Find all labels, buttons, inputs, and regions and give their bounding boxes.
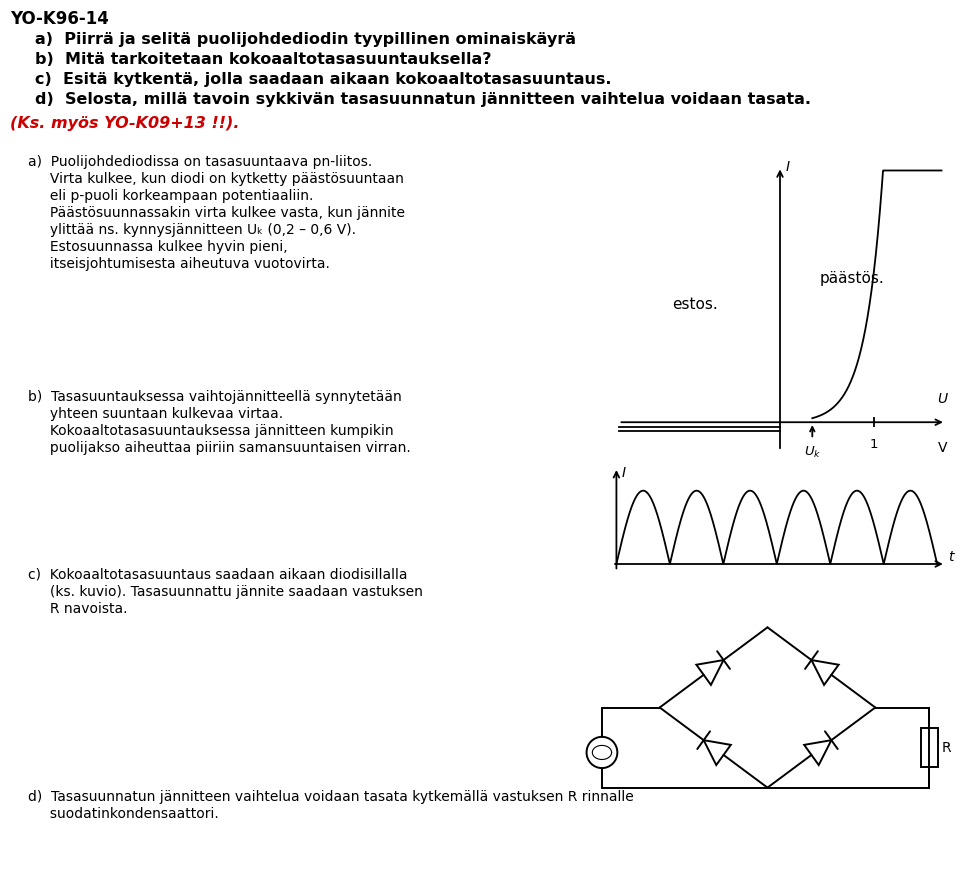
Text: R navoista.: R navoista. xyxy=(28,602,128,616)
Text: eli p-puoli korkeampaan potentiaaliin.: eli p-puoli korkeampaan potentiaaliin. xyxy=(28,189,313,203)
Text: (ks. kuvio). Tasasuunnattu jännite saadaan vastuksen: (ks. kuvio). Tasasuunnattu jännite saada… xyxy=(28,585,422,599)
Text: a)  Piirrä ja selitä puolijohdediodin tyypillinen ominaiskäyrä: a) Piirrä ja selitä puolijohdediodin tyy… xyxy=(35,32,576,47)
Text: b)  Mitä tarkoitetaan kokoaaltotasasuuntauksella?: b) Mitä tarkoitetaan kokoaaltotasasuunta… xyxy=(35,52,492,67)
Text: Virta kulkee, kun diodi on kytketty päästösuuntaan: Virta kulkee, kun diodi on kytketty pääs… xyxy=(28,172,404,186)
Text: V: V xyxy=(938,441,948,455)
Text: t: t xyxy=(948,550,953,564)
Text: YO-K96-14: YO-K96-14 xyxy=(10,10,108,28)
Text: R: R xyxy=(942,740,951,754)
Text: päästös.: päästös. xyxy=(820,271,884,285)
Text: I: I xyxy=(621,465,626,480)
Text: d)  Selosta, millä tavoin sykkivän tasasuunnatun jännitteen vaihtelua voidaan ta: d) Selosta, millä tavoin sykkivän tasasu… xyxy=(35,92,811,107)
Text: U: U xyxy=(937,393,948,407)
Text: Päästösuunnassakin virta kulkee vasta, kun jännite: Päästösuunnassakin virta kulkee vasta, k… xyxy=(28,206,405,220)
Bar xyxy=(921,728,938,767)
Text: puolijakso aiheuttaa piiriin samansuuntaisen virran.: puolijakso aiheuttaa piiriin samansuunta… xyxy=(28,441,411,455)
Text: a)  Puolijohdediodissa on tasasuuntaava pn-liitos.: a) Puolijohdediodissa on tasasuuntaava p… xyxy=(28,155,372,169)
Text: d)  Tasasuunnatun jännitteen vaihtelua voidaan tasata kytkemällä vastuksen R rin: d) Tasasuunnatun jännitteen vaihtelua vo… xyxy=(28,790,634,804)
Text: itseisjohtumisesta aiheutuva vuotovirta.: itseisjohtumisesta aiheutuva vuotovirta. xyxy=(28,257,330,271)
Text: Kokoaaltotasasuuntauksessa jännitteen kumpikin: Kokoaaltotasasuuntauksessa jännitteen ku… xyxy=(28,424,394,438)
Text: I: I xyxy=(786,160,790,174)
Text: estos.: estos. xyxy=(672,297,718,312)
Text: c)  Esitä kytkentä, jolla saadaan aikaan kokoaaltotasasuuntaus.: c) Esitä kytkentä, jolla saadaan aikaan … xyxy=(35,72,612,87)
Text: ylittää ns. kynnysjännitteen Uₖ (0,2 – 0,6 V).: ylittää ns. kynnysjännitteen Uₖ (0,2 – 0… xyxy=(28,223,356,237)
Text: b)  Tasasuuntauksessa vaihtojännitteellä synnytetään: b) Tasasuuntauksessa vaihtojännitteellä … xyxy=(28,390,401,404)
Text: Estosuunnassa kulkee hyvin pieni,: Estosuunnassa kulkee hyvin pieni, xyxy=(28,240,288,254)
Text: 1: 1 xyxy=(869,438,877,451)
Text: (Ks. myös YO-K09+13 !!).: (Ks. myös YO-K09+13 !!). xyxy=(10,116,239,131)
Text: suodatinkondensaattori.: suodatinkondensaattori. xyxy=(28,807,219,821)
Text: c)  Kokoaaltotasasuuntaus saadaan aikaan diodisillalla: c) Kokoaaltotasasuuntaus saadaan aikaan … xyxy=(28,568,407,582)
Text: yhteen suuntaan kulkevaa virtaa.: yhteen suuntaan kulkevaa virtaa. xyxy=(28,407,283,421)
Text: $U_k$: $U_k$ xyxy=(804,444,821,459)
